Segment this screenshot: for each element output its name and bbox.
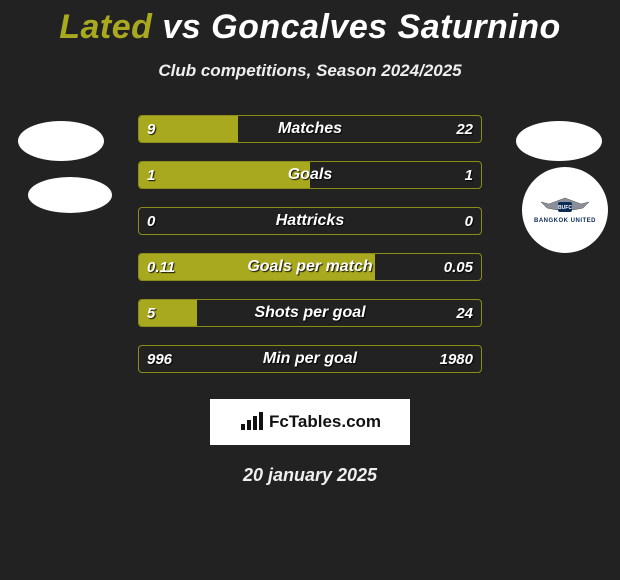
stat-bar: 996Min per goal1980: [138, 345, 482, 373]
date-text: 20 january 2025: [0, 465, 620, 486]
stat-bar: 9Matches22: [138, 115, 482, 143]
bar-value-right: 24: [448, 300, 481, 326]
brand-badge: FcTables.com: [210, 399, 410, 445]
club-logo-icon: BUFC BANGKOK UNITED: [534, 196, 596, 224]
bar-value-right: 1980: [432, 346, 481, 372]
bars-icon: [239, 412, 265, 432]
club-name-text: BANGKOK UNITED: [534, 218, 596, 224]
bar-value-right: 0: [457, 208, 481, 234]
bar-value-right: 1: [457, 162, 481, 188]
bar-label: Goals per match: [139, 254, 481, 280]
subtitle: Club competitions, Season 2024/2025: [0, 61, 620, 81]
bar-label: Goals: [139, 162, 481, 188]
bar-label: Shots per goal: [139, 300, 481, 326]
bar-label: Matches: [139, 116, 481, 142]
bar-label: Min per goal: [139, 346, 481, 372]
stats-bars: 9Matches22 1Goals1 0Hattricks0 0.11Goals pe…: [138, 115, 482, 373]
content-area: BUFC BANGKOK UNITED 9Matches22 1Goals1 0Ha…: [0, 115, 620, 373]
player1-name: Lated: [59, 8, 152, 46]
left-badge-1: [18, 121, 104, 161]
stat-bar: 5Shots per goal24: [138, 299, 482, 327]
bar-value-right: 22: [448, 116, 481, 142]
right-badge-2: BUFC BANGKOK UNITED: [522, 167, 608, 253]
club-abbr: BUFC: [558, 205, 572, 211]
stat-bar: 1Goals1: [138, 161, 482, 189]
bar-value-right: 0.05: [436, 254, 481, 280]
vs-text: vs: [162, 8, 201, 46]
player2-name: Goncalves Saturnino: [211, 8, 561, 46]
left-badge-2: [28, 177, 112, 213]
right-badge-1: [516, 121, 602, 161]
stat-bar: 0.11Goals per match0.05: [138, 253, 482, 281]
wings-icon: BUFC: [537, 196, 593, 216]
brand-text: FcTables.com: [269, 412, 381, 432]
stat-bar: 0Hattricks0: [138, 207, 482, 235]
bar-label: Hattricks: [139, 208, 481, 234]
page-title: Lated vs Goncalves Saturnino: [0, 0, 620, 47]
